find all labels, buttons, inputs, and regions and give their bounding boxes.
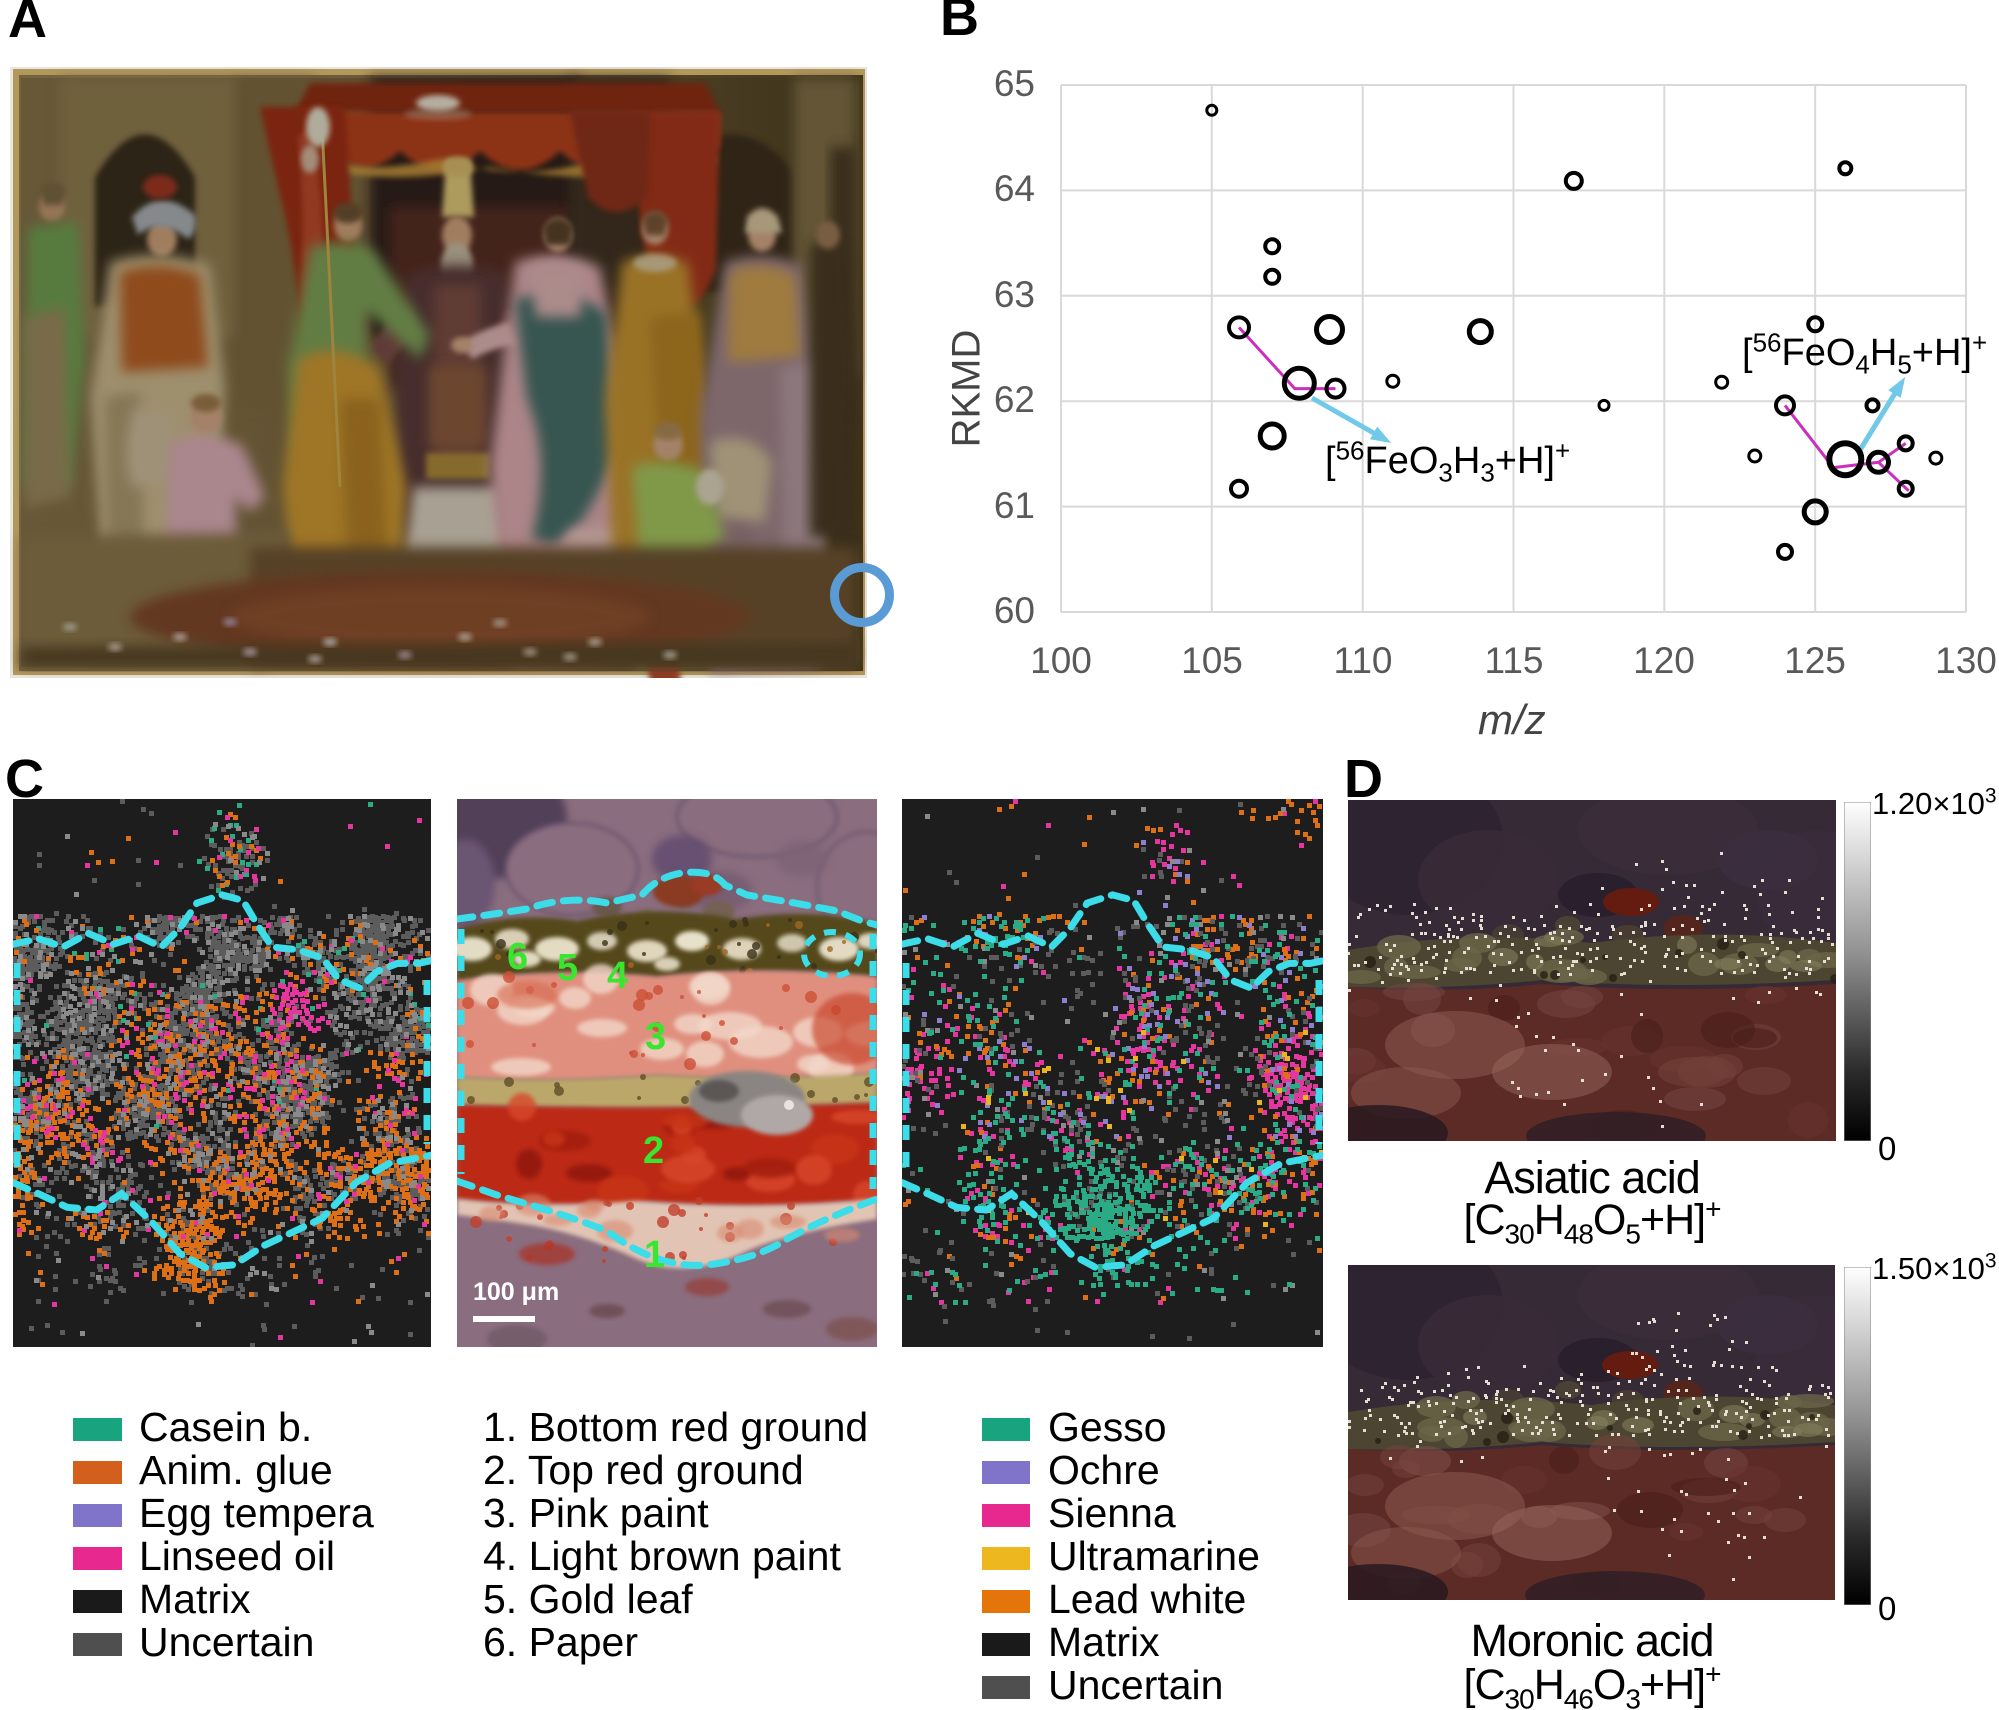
svg-text:4: 4 bbox=[607, 955, 628, 997]
svg-text:6: 6 bbox=[507, 936, 528, 978]
svg-text:100 μm: 100 μm bbox=[473, 1278, 559, 1306]
svg-text:2: 2 bbox=[643, 1130, 664, 1172]
svg-text:1: 1 bbox=[644, 1234, 665, 1276]
svg-text:3: 3 bbox=[645, 1016, 666, 1058]
svg-text:5: 5 bbox=[557, 947, 578, 989]
